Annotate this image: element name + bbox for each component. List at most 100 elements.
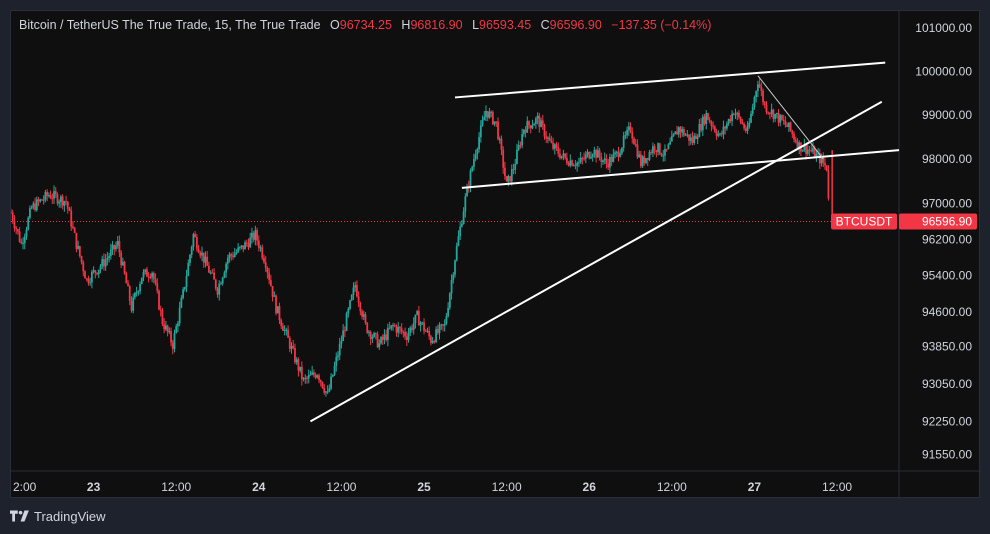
candle-body <box>473 159 475 167</box>
price-tick-label: 95400.00 <box>922 269 972 283</box>
candle-body <box>18 231 21 242</box>
candle-body <box>323 387 326 393</box>
candle-body <box>202 252 205 263</box>
candle-body <box>104 259 107 267</box>
candle-body <box>669 141 672 145</box>
candle-body <box>517 145 520 150</box>
price-chart[interactable]: 101000.00 100000.00 99000.00 98000.00 97000.… <box>11 11 981 499</box>
candle-body <box>152 272 155 280</box>
candle-body <box>758 84 761 88</box>
candle-body <box>700 123 702 131</box>
candle-body <box>695 135 697 140</box>
candle-body <box>722 126 725 135</box>
candle-body <box>559 153 561 159</box>
candle-body <box>688 134 690 141</box>
candle-body <box>269 280 272 286</box>
candle-body <box>97 269 100 275</box>
candle-body <box>399 326 401 329</box>
candle-body <box>636 144 639 158</box>
candle-body <box>545 136 548 139</box>
candle-body <box>380 337 382 344</box>
candle-body <box>581 157 584 159</box>
candle-body <box>796 142 799 149</box>
candle-body <box>300 366 303 380</box>
candle-body <box>703 116 706 124</box>
candle-body <box>238 246 241 248</box>
candle-body <box>333 365 336 375</box>
price-tick-label: 98000.00 <box>922 152 972 166</box>
price-tick-label: 94600.00 <box>922 305 972 319</box>
candle-body <box>550 140 553 143</box>
candle-body <box>727 119 730 124</box>
candle-body <box>621 147 623 154</box>
candle-body <box>750 113 752 123</box>
candle-body <box>421 322 424 324</box>
candle-body <box>629 126 632 132</box>
candle-body <box>216 288 219 295</box>
candle-body <box>140 277 143 284</box>
candle-body <box>23 236 26 244</box>
candle-body <box>438 325 441 334</box>
candle-body <box>491 111 494 125</box>
candle-body <box>237 247 240 252</box>
candle-body <box>178 307 181 324</box>
candle-body <box>376 334 379 348</box>
candle-body <box>627 126 630 130</box>
candle-body <box>163 324 166 330</box>
candle-body <box>68 208 71 211</box>
candle-body <box>753 97 756 107</box>
candle-body <box>307 375 310 379</box>
tradingview-logo-icon[interactable] <box>10 510 30 522</box>
candle-body <box>41 199 43 201</box>
candle-body <box>125 273 128 284</box>
candle-body <box>614 152 616 155</box>
candle-body <box>436 329 439 334</box>
candle-body <box>197 248 200 253</box>
candle-body <box>748 122 751 127</box>
candle-body <box>794 139 797 143</box>
symbol-label[interactable]: Bitcoin / TetherUS The True Trade, 15, T… <box>19 18 321 32</box>
change-value: −137.35 (−0.14%) <box>611 18 712 32</box>
candle-body <box>660 153 663 156</box>
candle-body <box>139 283 141 292</box>
candle-body <box>78 246 81 257</box>
candle-body <box>569 160 572 166</box>
candle-body <box>731 113 733 122</box>
candle-body <box>729 119 732 122</box>
footer: TradingView <box>10 506 106 526</box>
candle-body <box>464 196 467 212</box>
time-tick-label: 24 <box>252 480 266 494</box>
candle-body <box>732 113 735 115</box>
time-tick-label: 27 <box>748 480 762 494</box>
candle-body <box>407 333 410 340</box>
candle-body <box>347 308 350 314</box>
candle-body <box>170 331 172 343</box>
chart-area[interactable]: 101000.00 100000.00 99000.00 98000.00 97000.… <box>10 10 981 499</box>
candle-body <box>340 341 343 344</box>
candle-body <box>278 306 281 321</box>
price-tick-label: 99000.00 <box>922 108 972 122</box>
candle-body <box>724 126 727 129</box>
candle-body <box>767 112 770 114</box>
candle-body <box>180 297 183 308</box>
candle-body <box>712 125 715 127</box>
candle-body <box>195 236 198 249</box>
close-label: C <box>540 18 550 32</box>
candle-body <box>586 152 589 155</box>
candle-body <box>304 377 307 379</box>
candle-body <box>208 265 210 273</box>
candle-body <box>371 336 374 339</box>
candle-body <box>70 210 73 227</box>
candle-body <box>20 241 23 244</box>
tradingview-brand[interactable]: TradingView <box>34 508 106 524</box>
candle-body <box>762 90 764 103</box>
candle-body <box>328 388 331 392</box>
candle-body <box>497 121 499 140</box>
candle-body <box>791 130 794 135</box>
candle-body <box>433 340 436 343</box>
candle-body <box>369 331 372 339</box>
candle-body <box>221 277 224 284</box>
candle-body <box>194 234 197 237</box>
candle-body <box>488 111 491 118</box>
candle-body <box>183 287 186 290</box>
